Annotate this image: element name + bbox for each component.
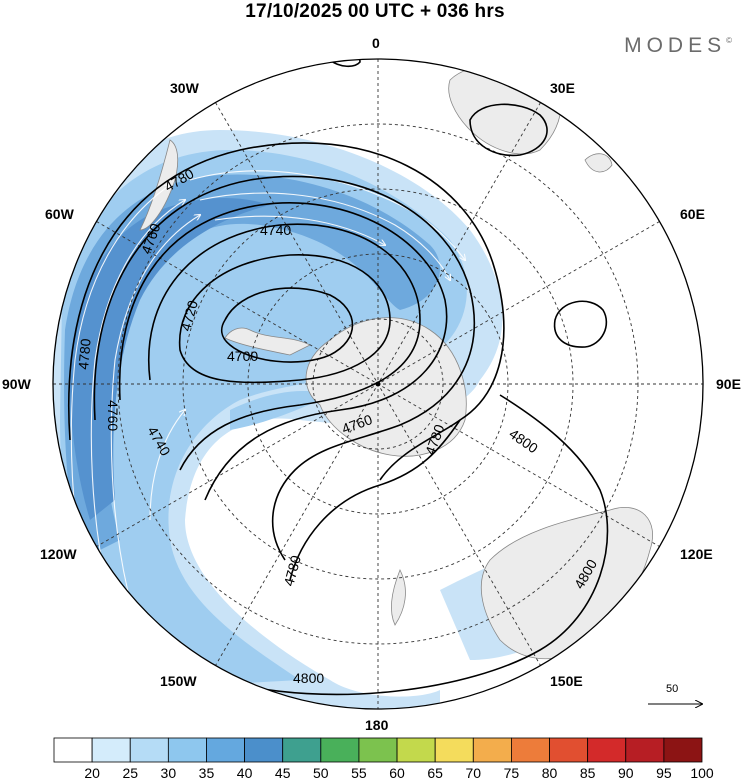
colorbar-cell xyxy=(358,737,398,763)
colorbar-cell xyxy=(129,737,169,763)
wind-band-strong xyxy=(64,174,441,560)
colorbar-tick-label: 85 xyxy=(579,765,596,781)
streamline xyxy=(189,170,465,260)
colorbar-tick-label: 60 xyxy=(389,765,405,781)
contour-label: 4720 xyxy=(177,298,201,332)
streamline xyxy=(110,215,200,601)
colorbar-tick-label: 55 xyxy=(351,765,367,781)
colorbar-cell xyxy=(511,737,550,763)
land-new-zealand xyxy=(390,569,406,626)
colorbar-cell xyxy=(282,737,322,763)
contour-4780-low xyxy=(289,419,461,581)
colorbar-tick-label: 40 xyxy=(236,765,253,781)
brand-name: MODES xyxy=(624,34,727,57)
lon-label-90w: 90W xyxy=(2,376,31,392)
contour-4780-e xyxy=(553,300,608,348)
colorbar-tick-label: 65 xyxy=(427,765,443,781)
colorbar-tick-label: 100 xyxy=(690,765,714,781)
wind-band-mid xyxy=(60,150,467,690)
colorbar-cell xyxy=(396,737,436,763)
land-peninsula xyxy=(224,327,311,356)
colorbar-tick-label: 95 xyxy=(656,765,672,781)
brand-logo: MODES© xyxy=(624,34,732,58)
map-boundary xyxy=(52,58,704,710)
map-title: 17/10/2025 00 UTC + 036 hrs xyxy=(245,1,505,22)
colorbar-cell xyxy=(625,737,665,763)
pole-marker xyxy=(375,381,381,387)
colorbar-tick-label: 50 xyxy=(313,765,329,781)
land-madagascar xyxy=(584,153,613,173)
colorbar-tick-label: 80 xyxy=(541,765,558,781)
lon-label-30e: 30E xyxy=(550,80,575,96)
colorbar-tick-label: 35 xyxy=(198,765,215,781)
contour-4760 xyxy=(93,175,475,561)
contour-4740 xyxy=(118,202,448,501)
colorbar-tick-label: 75 xyxy=(503,765,520,781)
lon-label-150e: 150E xyxy=(550,673,583,689)
brand-mark: © xyxy=(726,36,732,45)
contour-label: 4740 xyxy=(260,222,291,238)
colorbar-cell xyxy=(320,737,360,763)
colorbar-tick-label: 20 xyxy=(84,765,100,781)
lon-label-120w: 120W xyxy=(40,546,77,562)
colorbar-cell xyxy=(53,737,93,763)
colorbar-cell xyxy=(549,737,589,763)
colorbar-tick-label: 70 xyxy=(465,765,482,781)
lon-label-0: 0 xyxy=(372,35,380,51)
contour-4760-n xyxy=(329,59,361,68)
contour-4720 xyxy=(178,254,391,384)
lon-label-150w: 150W xyxy=(160,673,197,689)
wind-band-patch-1 xyxy=(230,390,330,430)
contour-label: 4700 xyxy=(227,348,258,364)
contour-label: 4760 xyxy=(105,400,121,431)
colorbar-cell xyxy=(167,737,207,763)
colorbar-cell xyxy=(206,737,245,763)
colorbar-cell xyxy=(472,737,512,763)
contour-4700 xyxy=(220,287,354,363)
lon-label-90e: 90E xyxy=(716,376,741,392)
lon-label-30w: 30W xyxy=(170,80,199,96)
contour-4740-inner xyxy=(148,223,421,471)
lon-label-180: 180 xyxy=(365,717,389,733)
contour-label: 4800 xyxy=(293,670,324,686)
colorbar-cell xyxy=(244,737,284,763)
streamline xyxy=(214,215,385,245)
polar-map: 4780 4760 4740 4720 4700 4780 4760 4740 … xyxy=(52,58,704,710)
streamline xyxy=(199,192,450,280)
colorbar-tick-label: 45 xyxy=(274,765,291,781)
height-contours xyxy=(53,59,609,696)
colorbar-cell xyxy=(663,737,703,763)
contour-4760-se xyxy=(469,103,548,157)
streamline xyxy=(90,200,185,601)
colorbar-cell xyxy=(434,737,474,763)
streamline xyxy=(149,410,185,521)
colorbar-cell xyxy=(587,737,627,763)
colorbar xyxy=(53,737,703,763)
colorbar-tick-label: 25 xyxy=(122,765,139,781)
lon-label-60e: 60E xyxy=(680,206,705,222)
contour-label: 4780 xyxy=(280,553,304,587)
reference-vector-label: 50 xyxy=(666,683,679,695)
colorbar-tick-label: 90 xyxy=(617,765,634,781)
colorbar-tick-label: 30 xyxy=(160,765,177,781)
lon-label-120e: 120E xyxy=(680,546,713,562)
contour-label: 4780 xyxy=(75,338,94,371)
lon-label-60w: 60W xyxy=(45,206,74,222)
colorbar-cell xyxy=(91,737,131,763)
